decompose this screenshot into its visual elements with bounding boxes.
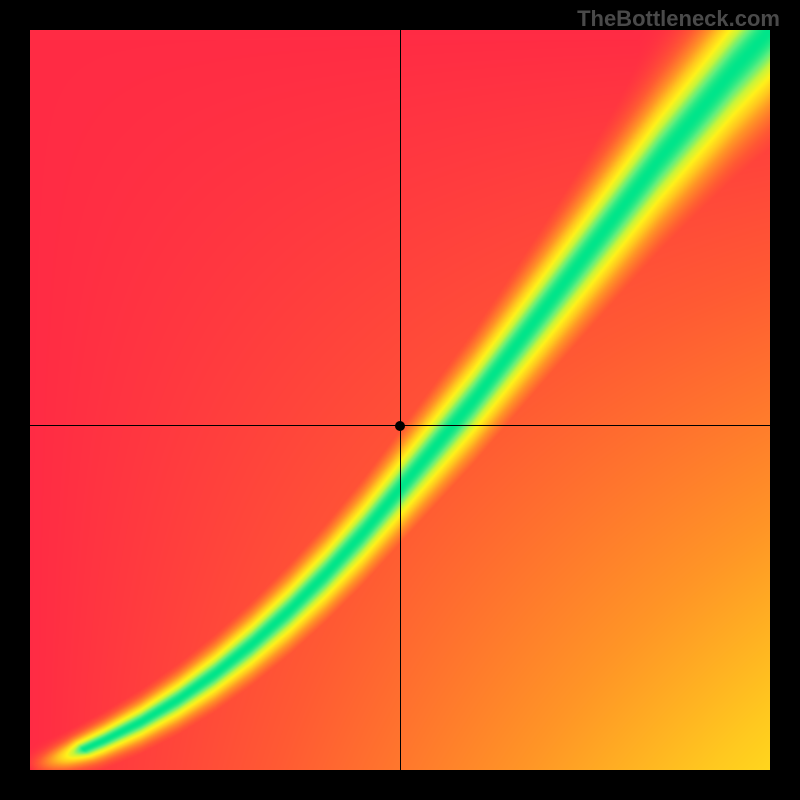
watermark-text: TheBottleneck.com [577, 6, 780, 32]
crosshair-vertical [400, 30, 401, 770]
crosshair-marker-dot [395, 421, 405, 431]
plot-area [30, 30, 770, 770]
